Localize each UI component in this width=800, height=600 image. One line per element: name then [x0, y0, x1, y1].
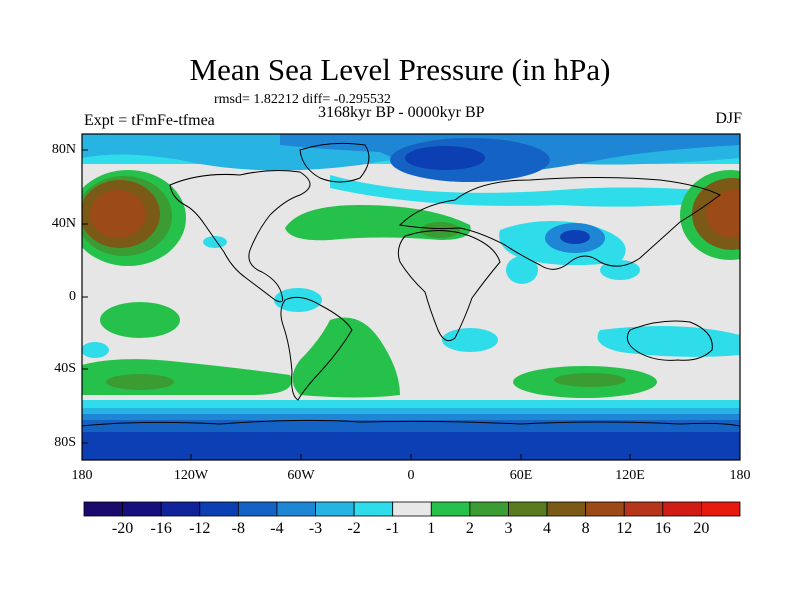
field-atlantic-core: [420, 222, 460, 238]
coast-south-america: [280, 296, 353, 401]
lat-label-40s: 40S: [54, 361, 76, 376]
lon-label-60w: 60W: [287, 468, 315, 483]
field-south-pacific-belt-core: [106, 374, 174, 390]
map-field: [82, 134, 740, 460]
lat-label-80n: 80N: [51, 142, 76, 157]
field-sp-cyan: [82, 342, 109, 358]
coast-antarctica: [82, 419, 740, 427]
colorbar-label: 4: [543, 520, 552, 537]
colorbar-label: 8: [581, 520, 590, 537]
colorbar-label: 12: [616, 520, 633, 537]
field-seasia-cyan: [600, 260, 640, 280]
field-pacific-high-right-3: [706, 190, 740, 238]
chart-title: Mean Sea Level Pressure (in hPa): [189, 52, 611, 87]
colorbar-swatch: [353, 501, 394, 517]
colorbar-label: 16: [654, 520, 671, 537]
lat-label-40n: 40N: [51, 216, 76, 231]
colorbar-swatch: [662, 501, 702, 517]
lon-label-60e: 60E: [509, 468, 533, 483]
colorbar-label: -4: [270, 520, 284, 537]
colorbar-swatch: [237, 501, 278, 517]
colorbar-label: -8: [231, 520, 245, 537]
coast-australia: [626, 320, 713, 361]
field-arctic-core: [405, 146, 485, 170]
lon-label-180w: 180: [71, 468, 93, 483]
map-ticks: [81, 149, 741, 460]
colorbar-swatch: [276, 501, 316, 517]
colorbar: [83, 501, 741, 517]
field-na-cyan: [203, 236, 227, 248]
colorbar-swatch: [122, 501, 162, 517]
colorbar-label: -2: [347, 520, 361, 537]
field-tropical-cyan-2: [442, 328, 498, 352]
field-ant-blue: [82, 414, 740, 424]
period-label: 3168kyr BP - 0000kyr BP: [318, 104, 485, 121]
coastlines: [82, 142, 740, 427]
colorbar-swatch: [585, 501, 625, 517]
colorbar-swatch: [546, 501, 587, 517]
lon-label-0: 0: [407, 468, 415, 483]
field-tropical-cyan-1: [274, 288, 322, 312]
coast-north-america: [169, 170, 311, 303]
coast-eurasia: [398, 177, 721, 270]
lon-label-120e: 120E: [615, 468, 645, 483]
coast-africa: [397, 230, 501, 342]
colorbar-label: -20: [111, 520, 134, 537]
colorbar-swatch: [83, 501, 123, 517]
field-aus-cyan: [597, 326, 740, 357]
colorbar-swatch: [469, 501, 509, 517]
field-arabia-cyan: [506, 256, 538, 284]
colorbar-swatch: [430, 501, 471, 517]
field-subarctic-cyan: [330, 175, 740, 207]
field-south-indian-core: [554, 373, 626, 387]
colorbar-label: 3: [504, 520, 513, 537]
colorbar-label: 20: [693, 520, 710, 537]
field-pacific-high-4: [90, 190, 146, 238]
field-south-atlantic-green: [292, 317, 400, 398]
colorbar-swatch: [199, 501, 239, 517]
colorbar-label: 2: [465, 520, 474, 537]
stats-line: rmsd= 1.82212 diff= -0.295532: [214, 92, 391, 107]
colorbar-swatch: [160, 501, 201, 517]
colorbar-label: -16: [150, 520, 172, 537]
colorbar-swatch: [315, 501, 355, 517]
colorbar-label: 1: [427, 520, 436, 537]
coast-greenland: [299, 142, 370, 183]
colorbar-swatch: [508, 501, 548, 517]
lat-label-0: 0: [69, 289, 76, 304]
colorbar-swatch: [701, 501, 741, 517]
lat-label-80s: 80S: [54, 435, 76, 450]
experiment-label: Expt = tFmFe-tfmea: [84, 112, 215, 129]
lon-label-180e: 180: [729, 468, 751, 483]
colorbar-label: -1: [386, 520, 400, 537]
field-asia-low: [560, 230, 590, 244]
colorbar-swatch: [623, 501, 664, 517]
season-label: DJF: [715, 110, 742, 127]
colorbar-label: -3: [308, 520, 323, 537]
colorbar-swatch: [392, 501, 432, 517]
field-ant-lightblue: [82, 408, 740, 418]
field-south-pacific-green: [100, 302, 180, 338]
lon-label-120w: 120W: [173, 468, 209, 483]
colorbar-label: -12: [189, 520, 211, 537]
